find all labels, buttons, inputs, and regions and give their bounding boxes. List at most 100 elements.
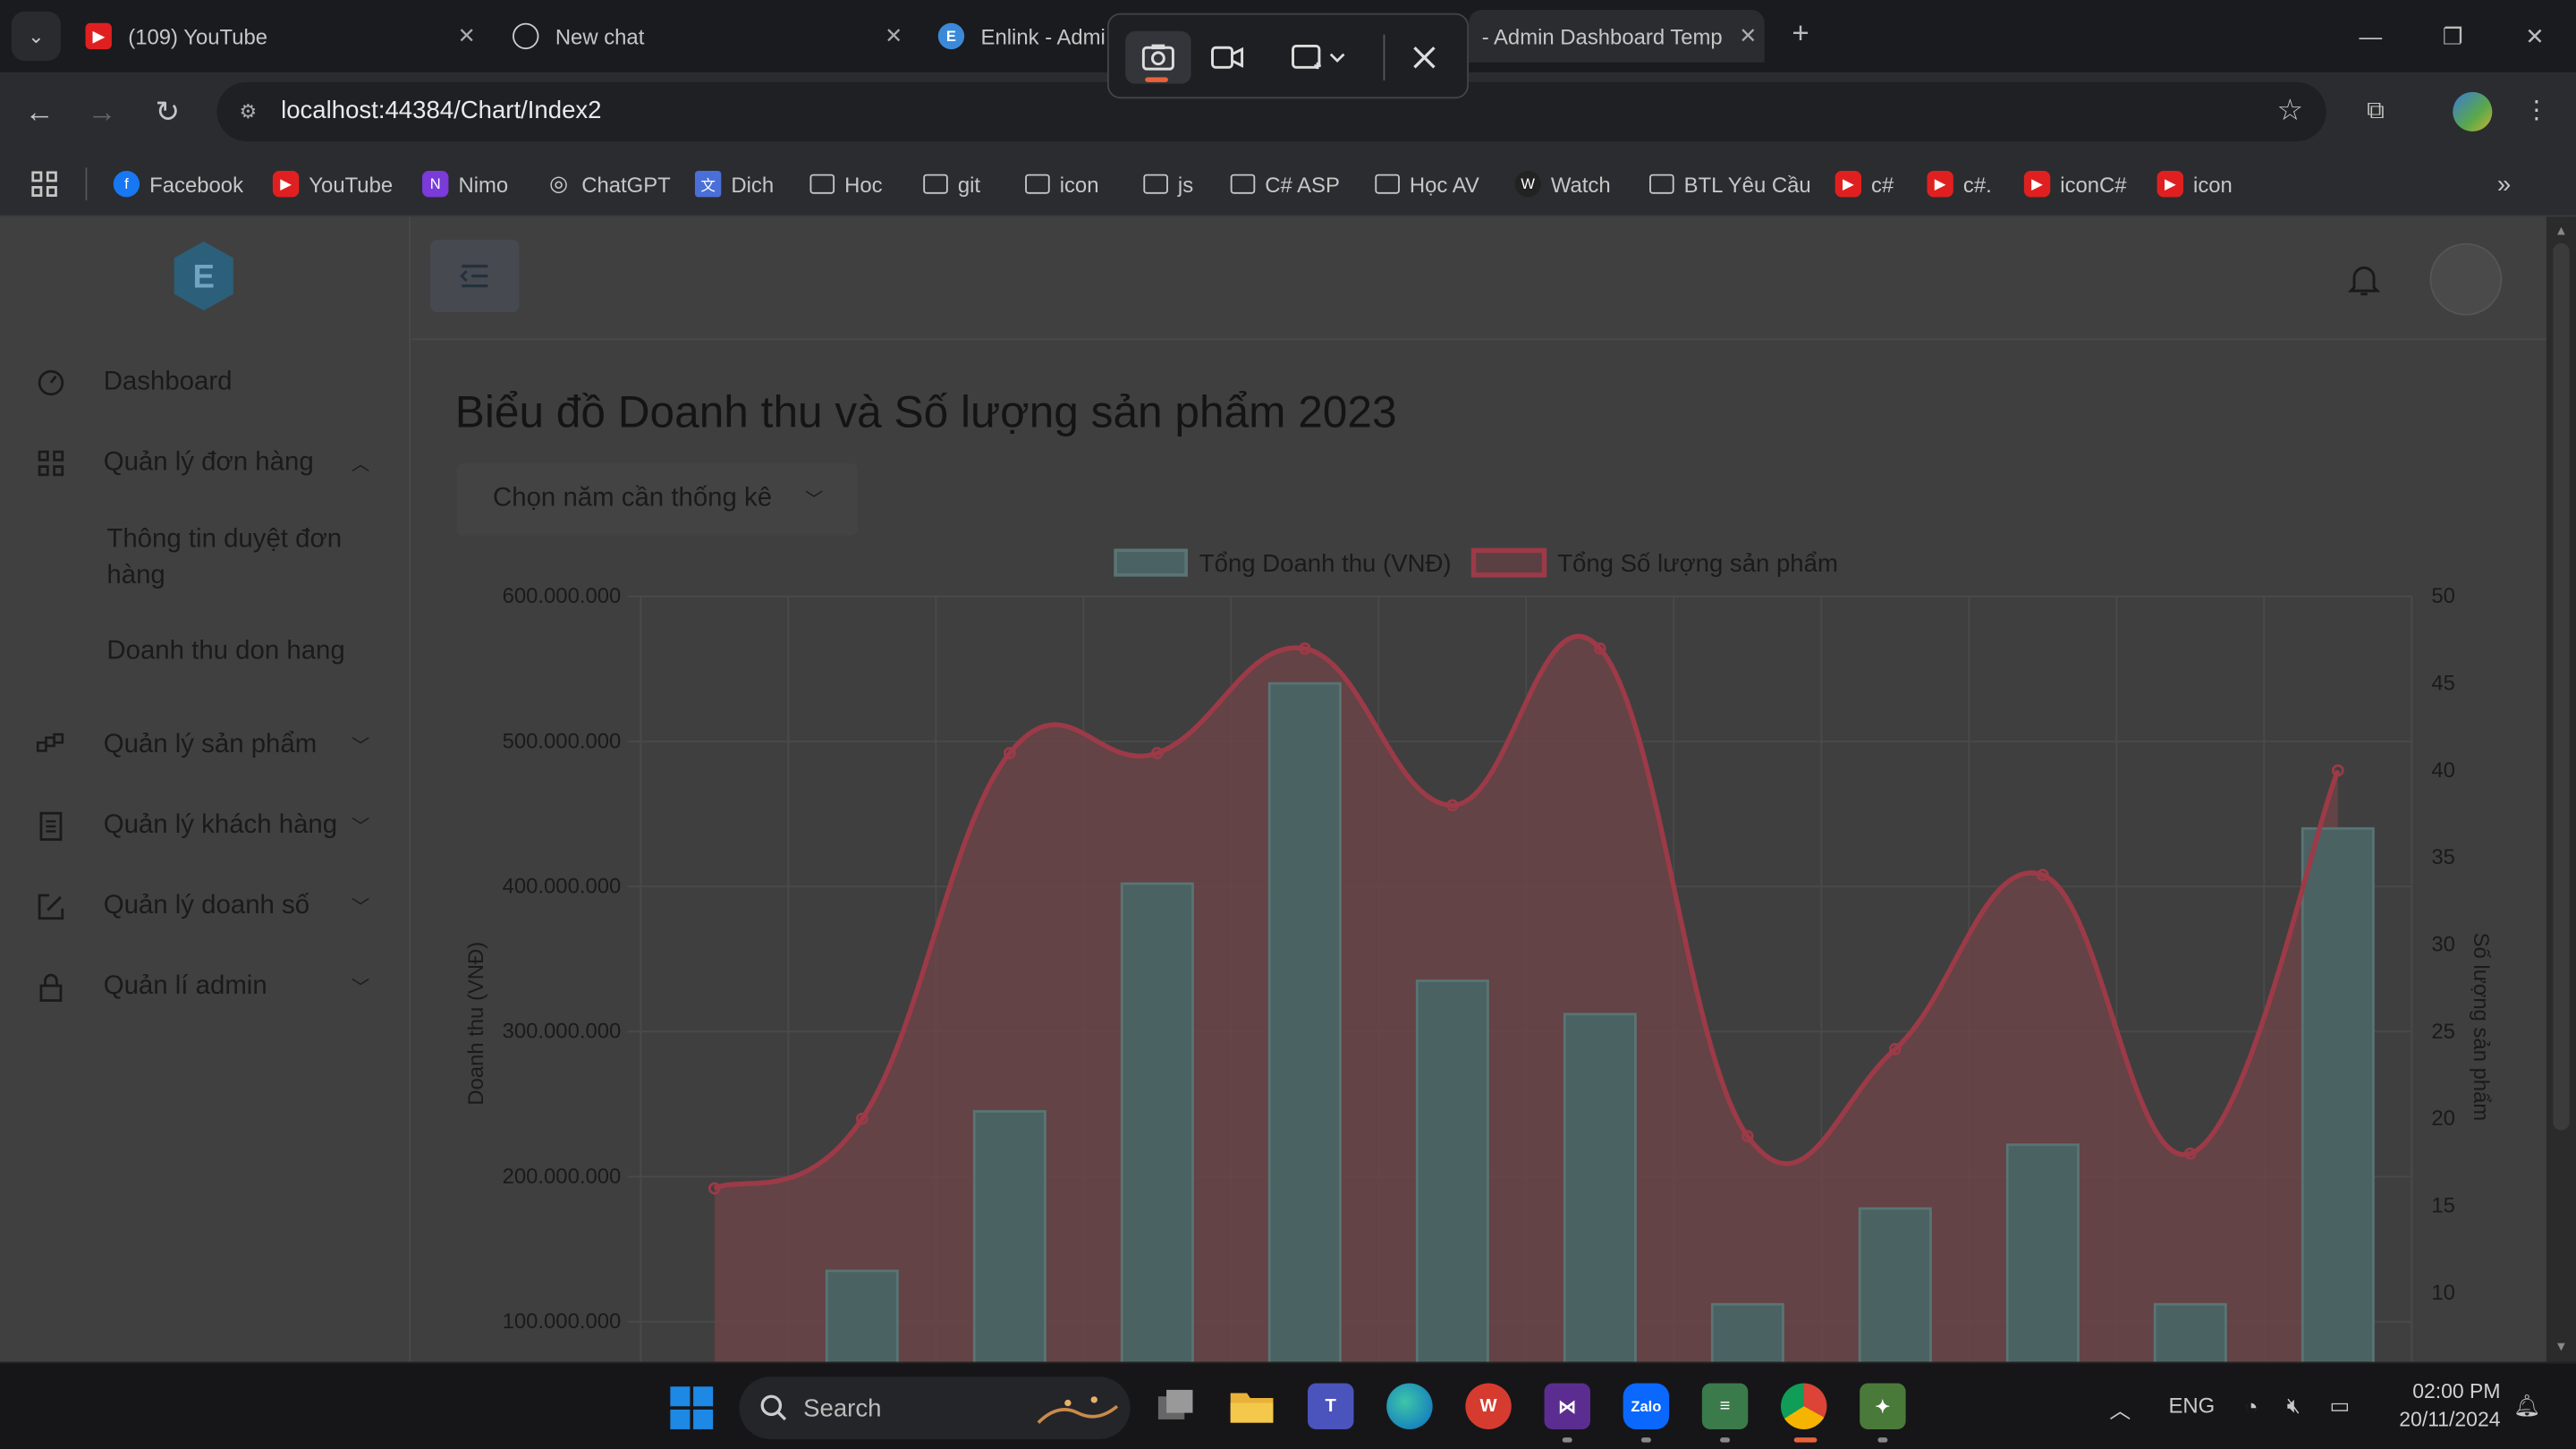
revenue-bar: [1858, 1207, 1932, 1362]
sidebar-item-sales[interactable]: Quản lý doanh số ﹀: [0, 882, 411, 931]
sidebar-item-admin[interactable]: Quản lí admin ﹀: [0, 962, 411, 1012]
search-label: Search: [803, 1394, 882, 1423]
volume-muted-icon[interactable]: 🔇︎: [2286, 1393, 2301, 1419]
sidebar-item-orders[interactable]: Quản lý đơn hàng ︿: [0, 438, 411, 487]
visual-studio-icon[interactable]: ⋈: [1544, 1383, 1590, 1429]
menu-toggle-button[interactable]: [430, 240, 520, 312]
page-viewport: E Dashboard Quản lý đơn hàng ︿ Thông tin…: [0, 216, 2546, 1362]
notification-bell-icon[interactable]: 🔔︎: [2513, 1393, 2541, 1419]
close-tab-icon[interactable]: ✕: [1739, 22, 1758, 48]
close-tab-icon[interactable]: ✕: [457, 22, 476, 48]
enlink-logo[interactable]: E: [171, 240, 236, 312]
sidebar-item-dashboard[interactable]: Dashboard: [0, 358, 411, 407]
language-indicator[interactable]: ENG: [2168, 1393, 2216, 1419]
quantity-point: [1888, 1043, 1902, 1055]
bookmark-item[interactable]: f Facebook: [113, 165, 243, 204]
y-left-tick-label: 100.000.000: [503, 1309, 622, 1334]
bookmark-item[interactable]: Hoc: [809, 165, 883, 204]
new-tab-button[interactable]: +: [1792, 16, 1809, 50]
tab-enlink-2[interactable]: - Admin Dashboard Temp ✕: [1469, 10, 1765, 63]
bookmark-item[interactable]: ▶ YouTube: [272, 165, 393, 204]
year-select[interactable]: Chọn năm cần thống kê ﹀: [456, 462, 858, 536]
bookmark-item[interactable]: ▶ c#: [1835, 165, 1894, 204]
revenue-bar: [2301, 826, 2375, 1362]
scroll-down-icon[interactable]: ▼: [2555, 1338, 2568, 1354]
site-info-icon[interactable]: ⚙: [239, 100, 258, 123]
task-view-icon[interactable]: [1153, 1384, 1199, 1429]
taskbar-search[interactable]: Search: [739, 1377, 1131, 1439]
y-left-tick-label: 500.000.000: [503, 729, 622, 753]
scrollbar[interactable]: ▲ ▼: [2546, 216, 2576, 1362]
tab-youtube[interactable]: ▶ (109) YouTube ✕: [72, 10, 483, 63]
notepad-icon[interactable]: ≡: [1701, 1383, 1749, 1429]
scrollbar-thumb[interactable]: [2553, 242, 2570, 1131]
bookmark-star-icon[interactable]: ☆: [2276, 93, 2304, 127]
battery-icon[interactable]: ▭: [2329, 1393, 2351, 1419]
bookmark-item[interactable]: ◎ ChatGPT: [546, 165, 671, 204]
avatar[interactable]: [2429, 242, 2503, 316]
bookmark-item[interactable]: ▶ iconC#: [2023, 165, 2127, 204]
revenue-bar: [1120, 882, 1194, 1362]
minimize-icon[interactable]: —: [2359, 22, 2383, 50]
sidebar-item-products[interactable]: Quản lý sản phẩm ﹀: [0, 721, 411, 770]
youtube-icon: ▶: [272, 171, 300, 198]
chrome-icon[interactable]: [1781, 1383, 1827, 1429]
bookmark-item[interactable]: icon: [1025, 165, 1099, 204]
apps-grid-icon[interactable]: [30, 165, 59, 204]
menu-icon[interactable]: ⋮: [2524, 97, 2549, 125]
photos-icon[interactable]: ✦: [1860, 1383, 1906, 1429]
zalo-icon[interactable]: Zalo: [1623, 1383, 1670, 1429]
bookmark-label: C# ASP: [1265, 171, 1340, 197]
url-text[interactable]: localhost:44384/Chart/Index2: [281, 97, 602, 125]
file-explorer-icon[interactable]: [1229, 1384, 1275, 1429]
windows-start-icon[interactable]: [670, 1386, 714, 1429]
sidebar-item-customers[interactable]: Quản lý khách hàng ﹀: [0, 801, 411, 851]
bookmark-item[interactable]: ▶ c#.: [1927, 165, 1992, 204]
more-bookmarks-icon[interactable]: »: [2496, 170, 2512, 199]
edge-icon[interactable]: [1386, 1383, 1433, 1429]
sidebar-subitem-order-revenue[interactable]: Doanh thu don hang: [106, 637, 345, 665]
close-tab-icon[interactable]: ✕: [885, 22, 903, 48]
forward-icon[interactable]: →: [87, 95, 117, 129]
search-icon: [760, 1394, 787, 1421]
tab-new-chat[interactable]: New chat ✕: [499, 10, 910, 63]
watch-icon: W: [1514, 171, 1541, 198]
back-icon[interactable]: ←: [24, 95, 55, 129]
y-right-tick-label: 20: [2431, 1106, 2455, 1131]
reload-icon[interactable]: ↻: [155, 95, 181, 129]
extensions-icon[interactable]: ⧉: [2367, 97, 2385, 125]
folder-icon: [1143, 174, 1168, 194]
bookmark-item[interactable]: BTL Yêu Cầu: [1649, 165, 1811, 204]
teams-icon[interactable]: T: [1308, 1383, 1354, 1429]
divider: [85, 167, 88, 201]
running-indicator: [1562, 1437, 1572, 1443]
wifi-icon[interactable]: ◔: [2243, 1393, 2258, 1419]
record-mode-button[interactable]: [1194, 31, 1259, 84]
profile-avatar[interactable]: [2453, 91, 2493, 131]
bookmark-item[interactable]: Học AV: [1375, 165, 1479, 204]
tray-overflow-icon[interactable]: ︿: [2109, 1398, 2131, 1423]
lock-icon: [36, 972, 65, 1002]
tab-enlink-1[interactable]: E Enlink - Admi: [925, 10, 1115, 63]
scroll-up-icon[interactable]: ▲: [2555, 223, 2568, 239]
wps-icon[interactable]: W: [1465, 1383, 1512, 1429]
bookmark-label: Hoc: [844, 171, 883, 197]
y-right-tick-label: 50: [2431, 584, 2455, 608]
bookmark-item[interactable]: ▶ icon: [2157, 165, 2233, 204]
bookmark-item[interactable]: W Watch: [1514, 165, 1611, 204]
tab-title: New chat: [555, 23, 645, 49]
close-window-icon[interactable]: ✕: [2525, 22, 2545, 50]
snip-shape-dropdown[interactable]: [1283, 31, 1355, 84]
bookmark-item[interactable]: 文 Dich: [694, 165, 774, 204]
screenshot-mode-button[interactable]: [1125, 30, 1191, 84]
sidebar-subitem-order-approval[interactable]: Thông tin duyệt đơn hàng: [106, 525, 343, 590]
restore-icon[interactable]: ❐: [2442, 22, 2463, 50]
system-clock[interactable]: 02:00 PM 20/11/2024: [2385, 1378, 2500, 1434]
bookmark-item[interactable]: C# ASP: [1230, 165, 1340, 204]
bookmark-item[interactable]: N Nimo: [422, 165, 508, 204]
tab-search-icon[interactable]: ⌄: [11, 11, 61, 61]
close-snip-button[interactable]: [1392, 31, 1457, 84]
bell-icon[interactable]: [2344, 259, 2384, 299]
bookmark-item[interactable]: js: [1143, 165, 1193, 204]
bookmark-item[interactable]: git: [923, 165, 980, 204]
